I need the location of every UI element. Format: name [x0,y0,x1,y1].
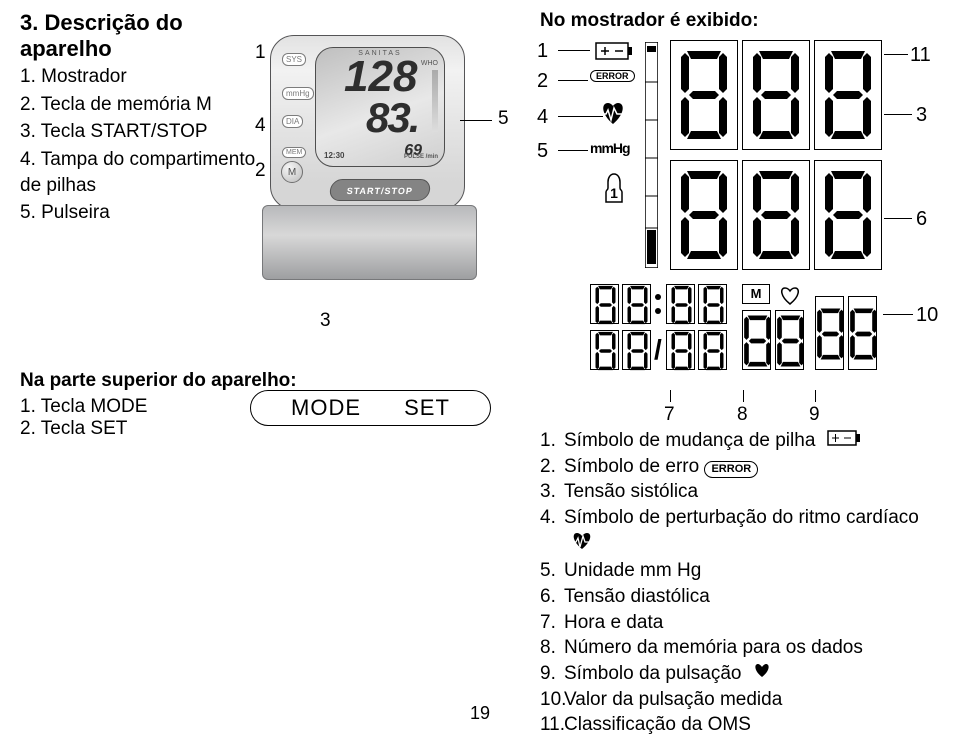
dash [558,50,590,51]
seg-digit [814,160,882,270]
seg-small [666,284,695,324]
seg-small [698,284,727,324]
leg-5: Unidade mm Hg [564,560,701,581]
seg-small [666,330,695,370]
display-title: No mostrador é exibido: [540,10,759,32]
who-scale [645,42,658,268]
heart-icon [753,661,771,687]
seg-pulse [848,296,877,370]
leg-4: Símbolo de perturbação do ritmo cardíaco [564,507,919,528]
device-screen: SANITAS WHO 128 83. 12:30 69 PULSE /min [315,47,445,167]
disp-c1: 1 [537,40,548,63]
seg-pulse [815,296,844,370]
disp-c6: 6 [916,208,927,231]
disp-c7: 7 [664,404,675,426]
disp-c5: 5 [537,140,548,163]
dash [884,218,912,219]
disp-c2: 2 [537,70,548,93]
leg-1: Símbolo de mudança de pilha [564,430,815,451]
colon-icon [654,292,662,322]
seg-digit [670,160,738,270]
error-icon: ERROR [590,70,635,82]
set-label: SET [404,395,450,420]
dash [883,314,913,315]
pulse-label: PULSE /min [404,154,438,160]
seg-small [698,330,727,370]
left-column: 3. Descrição do aparelho 1. Mostrador 2.… [20,10,260,226]
dash [884,54,908,55]
dash [558,80,588,81]
seg-mem [775,310,804,370]
clock: 12:30 [324,151,344,160]
slash: / [654,334,662,366]
leg-6: Tensão diastólica [564,586,710,607]
cuff [262,205,477,280]
callout-3: 3 [320,310,331,332]
button-m: M [281,161,303,183]
seg-digit [814,40,882,150]
heart-arrhythmia-icon [598,100,628,132]
battery-icon [827,428,863,454]
dash [558,150,588,151]
error-pill: ERROR [704,461,758,478]
who-1: 1 [610,185,618,201]
label-mmhg: mmHg [282,87,314,100]
callout-5: 5 [498,108,509,130]
display-diagram: 1 2 4 5 11 3 6 10 ERROR mmHg 1 [590,40,932,384]
page-number: 19 [0,703,960,724]
who-label: WHO [421,60,438,67]
seg-small [590,284,619,324]
seg-digit [742,40,810,150]
battery-icon [595,42,635,66]
mode-label: MODE [291,395,361,420]
seg-digit [670,40,738,150]
li-5: 5. Pulseira [20,200,260,226]
section-title: 3. Descrição do aparelho [20,10,260,62]
seg-small [622,330,651,370]
start-stop-button: START/STOP [328,179,431,201]
mmhg-label: mmHg [590,140,630,156]
mode-set-pill: MODE SET [250,390,491,426]
disp-c8: 8 [737,404,748,426]
leg-8: Número da memória para os dados [564,637,863,658]
who-bar [432,70,438,132]
reading-dia: 83. [366,94,418,142]
li-2: 2. Tecla de memória M [20,92,260,118]
leg-7: Hora e data [564,612,663,633]
leg-3: Tensão sistólica [564,481,698,502]
device-illustration: SYS mmHg DIA MEM M SANITAS WHO 128 83. 1… [260,35,485,295]
dash [558,116,603,117]
tick [815,390,816,402]
lower-left-title: Na parte superior do aparelho: [20,370,340,392]
leg-9: Símbolo da pulsação [564,663,741,684]
label-dia: DIA [282,115,303,128]
heart-arrhythmia-icon [570,531,594,559]
leg-2: Símbolo de erro [564,456,699,477]
disp-c11: 11 [910,44,931,67]
disp-c4: 4 [537,106,548,129]
who-person-icon: 1 [600,172,628,212]
tick [743,390,744,402]
label-sys: SYS [282,53,306,66]
leader-5 [460,120,492,121]
li-1: 1. Mostrador [20,64,260,90]
dash [884,114,912,115]
disp-c10: 10 [916,304,938,327]
li-4: 4. Tampa do compartimento de pilhas [20,147,260,198]
disp-c3: 3 [916,104,927,127]
seg-digit [742,160,810,270]
seg-small [590,330,619,370]
tick [670,390,671,402]
seg-small [622,284,651,324]
disp-c9: 9 [809,404,820,426]
seg-mem [742,310,771,370]
li-3: 3. Tecla START/STOP [20,119,260,145]
legend: 1.Símbolo de mudança de pilha 2.Símbolo … [540,428,940,738]
pulse-heart-icon [778,286,802,312]
label-mem: MEM [282,147,306,158]
m-box: M [742,284,770,304]
